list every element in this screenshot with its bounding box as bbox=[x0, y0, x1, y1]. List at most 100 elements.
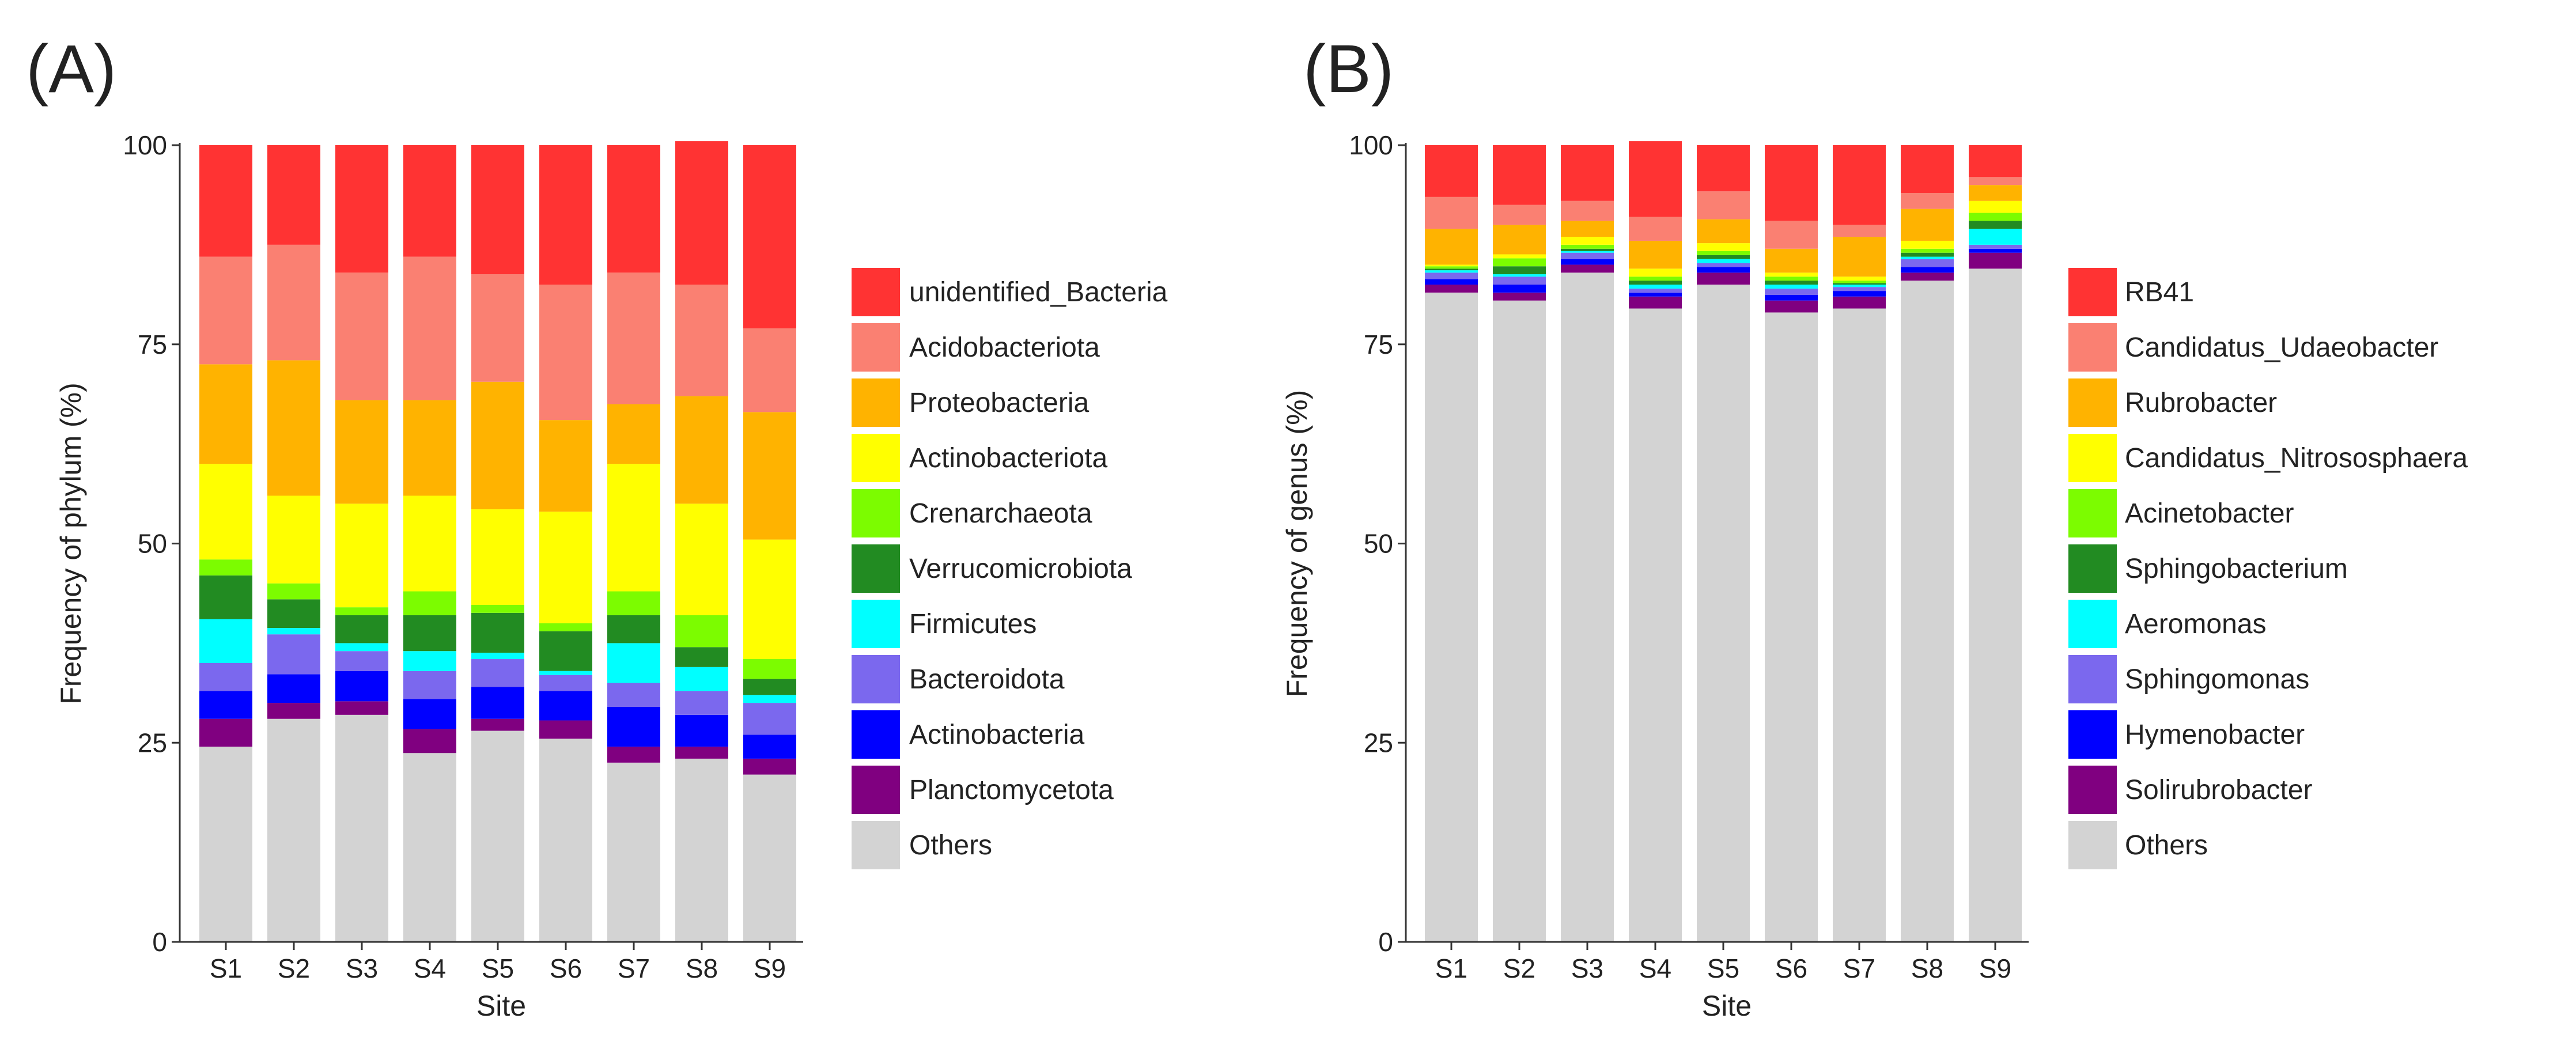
bar-segment-candidatus-nitrososphaera-s8 bbox=[1901, 240, 1954, 249]
bar-segment-firmicutes-s3 bbox=[335, 643, 388, 652]
bar-segment-candidatus-udaeobacter-s2 bbox=[1493, 205, 1546, 225]
bar-segment-candidatus-nitrososphaera-s2 bbox=[1493, 254, 1546, 259]
bar-segment-planctomycetota-s7 bbox=[607, 747, 660, 763]
bar-segment-planctomycetota-s3 bbox=[335, 701, 388, 715]
bar-segment-candidatus-nitrososphaera-s6 bbox=[1765, 272, 1818, 277]
bar-segment-planctomycetota-s6 bbox=[539, 720, 592, 739]
legend-label-others: Others bbox=[909, 830, 992, 861]
bar-segment-proteobacteria-s9 bbox=[743, 412, 796, 540]
legend-label-bacteroidota: Bacteroidota bbox=[909, 664, 1065, 695]
legend-swatch-proteobacteria bbox=[852, 378, 900, 427]
bar-segment-actinobacteria-s1 bbox=[199, 691, 252, 719]
legend-swatch-actinobacteria bbox=[852, 710, 900, 759]
x-tick-label-s5: S5 bbox=[482, 953, 514, 983]
bar-segment-hymenobacter-s2 bbox=[1493, 285, 1546, 293]
bar-segment-sphingomonas-s3 bbox=[1561, 252, 1614, 259]
bar-segment-planctomycetota-s9 bbox=[743, 758, 796, 775]
bar-segment-bacteroidota-s6 bbox=[539, 675, 592, 691]
legend: RB41 Candidatus_Udaeobacter Rubrobacter Can… bbox=[2068, 268, 2468, 869]
bar-segment-solirubrobacter-s5 bbox=[1697, 272, 1750, 285]
bar-segment-proteobacteria-s5 bbox=[471, 381, 524, 510]
bar-segment-sphingobacterium-s4 bbox=[1629, 281, 1682, 285]
bar-segment-actinobacteria-s3 bbox=[335, 671, 388, 702]
bar-segment-sphingomonas-s4 bbox=[1629, 288, 1682, 293]
bar-segment-hymenobacter-s1 bbox=[1425, 279, 1478, 285]
x-tick-label-s5: S5 bbox=[1707, 953, 1739, 983]
y-tick-label-75: 75 bbox=[138, 330, 167, 359]
bar-segment-others-s3 bbox=[335, 714, 388, 942]
bar-segment-candidatus-udaeobacter-s6 bbox=[1765, 221, 1818, 249]
y-axis-title: Frequency of genus (%) bbox=[1281, 390, 1313, 698]
legend-label-candidatus-udaeobacter: Candidatus_Udaeobacter bbox=[2125, 332, 2438, 363]
bar-segment-bacteroidota-s1 bbox=[199, 662, 252, 691]
bar-segment-verrucomicrobiota-s2 bbox=[267, 599, 320, 629]
bar-segment-crenarchaeota-s4 bbox=[403, 591, 456, 615]
x-tick-label-s7: S7 bbox=[618, 953, 650, 983]
x-tick-label-s4: S4 bbox=[414, 953, 446, 983]
bar-segment-sphingobacterium-s3 bbox=[1561, 248, 1614, 251]
legend: unidentified_Bacteria Acidobacteriota Prot… bbox=[852, 268, 1168, 869]
bar-segment-candidatus-udaeobacter-s3 bbox=[1561, 200, 1614, 221]
bar-segment-sphingomonas-s7 bbox=[1833, 287, 1886, 292]
bar-segment-acidobacteriota-s4 bbox=[403, 256, 456, 400]
bar-segment-hymenobacter-s8 bbox=[1901, 267, 1954, 273]
bar-segment-unidentified-bacteria-s5 bbox=[471, 145, 524, 275]
bar-segment-others-s7 bbox=[607, 762, 660, 942]
bar-segment-candidatus-nitrososphaera-s9 bbox=[1969, 200, 2022, 213]
bar-segment-sphingomonas-s9 bbox=[1969, 244, 2022, 249]
bar-segment-rubrobacter-s9 bbox=[1969, 185, 2022, 201]
x-tick-label-s3: S3 bbox=[346, 953, 378, 983]
y-tick-label-0: 0 bbox=[1378, 927, 1393, 957]
legend-swatch-verrucomicrobiota bbox=[852, 544, 900, 593]
bar-segment-crenarchaeota-s2 bbox=[267, 583, 320, 600]
x-axis-title: Site bbox=[476, 990, 526, 1022]
bar-segment-aeromonas-s4 bbox=[1629, 285, 1682, 289]
bar-segment-sphingomonas-s8 bbox=[1901, 259, 1954, 267]
legend-label-unidentified-bacteria: unidentified_Bacteria bbox=[909, 277, 1168, 308]
legend-label-rubrobacter: Rubrobacter bbox=[2125, 388, 2277, 418]
legend-swatch-planctomycetota bbox=[852, 766, 900, 814]
bar-segment-verrucomicrobiota-s9 bbox=[743, 679, 796, 695]
bar-segment-actinobacteriota-s7 bbox=[607, 464, 660, 592]
bar-segment-bacteroidota-s7 bbox=[607, 683, 660, 707]
legend-swatch-sphingobacterium bbox=[2068, 544, 2117, 593]
bar-segment-crenarchaeota-s7 bbox=[607, 591, 660, 615]
bar-segment-crenarchaeota-s9 bbox=[743, 659, 796, 679]
bar-segment-rubrobacter-s7 bbox=[1833, 237, 1886, 277]
bar-segment-rb41-s8 bbox=[1901, 145, 1954, 193]
x-tick-label-s9: S9 bbox=[754, 953, 786, 983]
bar-segment-firmicutes-s9 bbox=[743, 695, 796, 703]
bar-segment-rb41-s7 bbox=[1833, 145, 1886, 225]
bar-segment-sphingomonas-s6 bbox=[1765, 288, 1818, 296]
bar-segment-rb41-s3 bbox=[1561, 145, 1614, 201]
bar-segment-actinobacteria-s9 bbox=[743, 735, 796, 759]
legend-swatch-unidentified-bacteria bbox=[852, 268, 900, 316]
bar-segment-candidatus-nitrososphaera-s3 bbox=[1561, 237, 1614, 245]
bar-segment-aeromonas-s2 bbox=[1493, 274, 1546, 277]
bar-segment-verrucomicrobiota-s1 bbox=[199, 575, 252, 619]
legend-label-proteobacteria: Proteobacteria bbox=[909, 388, 1089, 418]
legend-swatch-others bbox=[852, 821, 900, 869]
legend-swatch-rb41 bbox=[2068, 268, 2117, 316]
legend-swatch-actinobacteriota bbox=[852, 434, 900, 482]
bar-segment-candidatus-udaeobacter-s8 bbox=[1901, 192, 1954, 209]
bar-segment-rb41-s2 bbox=[1493, 145, 1546, 205]
bar-segment-verrucomicrobiota-s8 bbox=[675, 647, 728, 667]
legend-label-planctomycetota: Planctomycetota bbox=[909, 775, 1114, 805]
legend-label-acidobacteriota: Acidobacteriota bbox=[909, 332, 1100, 363]
chart-panel-a: (A) S1 S2 S3 S4 S5 S6 S7 S8 S9 0 25 50 75 100 Site Frequ… bbox=[26, 31, 1168, 1022]
legend-swatch-aeromonas bbox=[2068, 600, 2117, 648]
bar-segment-acidobacteriota-s9 bbox=[743, 328, 796, 412]
bar-segment-solirubrobacter-s2 bbox=[1493, 292, 1546, 301]
legend-swatch-crenarchaeota bbox=[852, 489, 900, 537]
legend-label-acinetobacter: Acinetobacter bbox=[2125, 498, 2294, 529]
bar-segment-bacteroidota-s5 bbox=[471, 659, 524, 687]
bar-segment-unidentified-bacteria-s8 bbox=[675, 141, 728, 285]
legend-swatch-acidobacteriota bbox=[852, 323, 900, 372]
bar-segment-hymenobacter-s9 bbox=[1969, 248, 2022, 253]
y-axis-title: Frequency of phylum (%) bbox=[55, 383, 87, 705]
bar-segment-unidentified-bacteria-s2 bbox=[267, 145, 320, 245]
bar-segment-proteobacteria-s7 bbox=[607, 404, 660, 464]
x-tick-label-s9: S9 bbox=[1979, 953, 2011, 983]
